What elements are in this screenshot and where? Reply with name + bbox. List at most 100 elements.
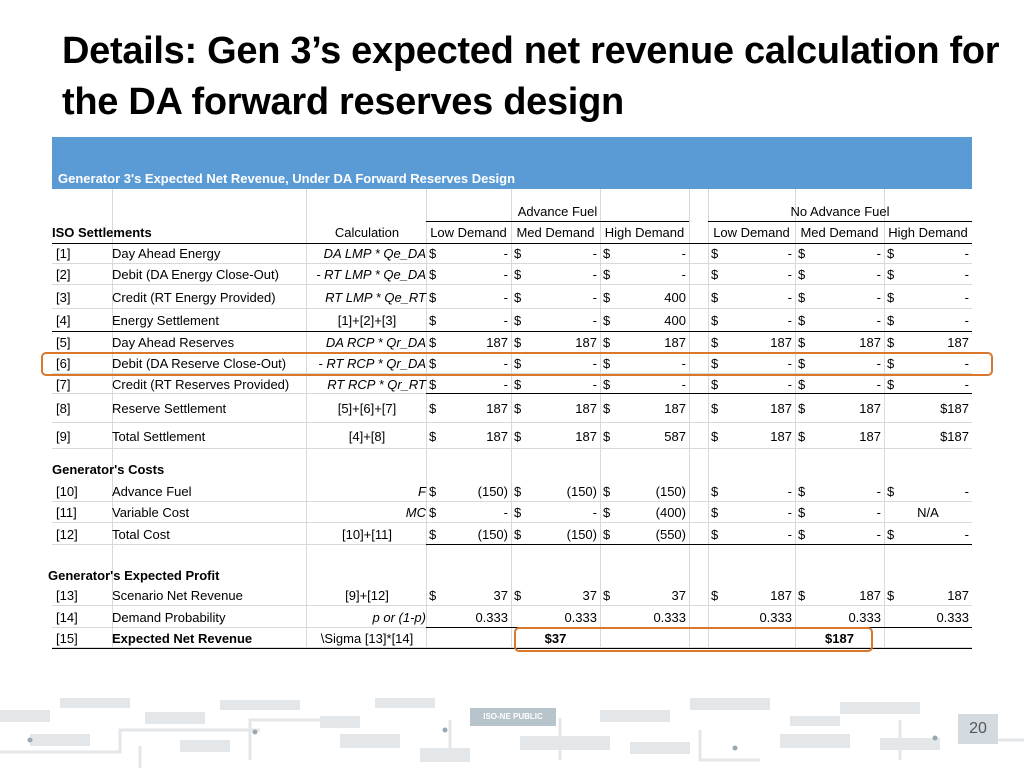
currency-symbol: $ xyxy=(887,526,895,542)
value-cell: 0.333 xyxy=(795,606,884,628)
amount: 187 xyxy=(770,401,792,416)
currency-symbol: $ xyxy=(603,356,611,371)
value-cell: $ - xyxy=(600,243,689,264)
row-label: Debit (DA Reserve Close-Out) xyxy=(112,356,287,371)
amount: - xyxy=(964,356,969,371)
table-row: [6] Debit (DA Reserve Close-Out) - RT RCP … xyxy=(52,353,972,374)
table-title: Generator 3's Expected Net Revenue, Unde… xyxy=(58,171,516,186)
table-row: [1] Day Ahead Energy DA LMP * Qe_DA $ - $ - $ - $… xyxy=(52,243,972,264)
value-cell: $ - xyxy=(795,523,884,545)
row-calculation: [1]+[2]+[3] xyxy=(337,313,397,328)
row-number: [13] xyxy=(56,588,78,603)
expected-revenue-highlight xyxy=(514,627,873,652)
row-calculation: p or (1-p) xyxy=(372,609,426,625)
value-cell: $ - xyxy=(884,353,972,374)
public-tag: ISO-NE PUBLIC xyxy=(470,708,556,726)
value-cell: $ - xyxy=(511,309,600,332)
row-divider xyxy=(52,501,972,502)
value-cell: $37 xyxy=(426,585,511,606)
row-label: Variable Cost xyxy=(112,505,190,520)
amount: 187 xyxy=(575,401,597,416)
currency-symbol: $ xyxy=(711,313,719,328)
value-cell: 0.333 xyxy=(600,606,689,628)
amount: 187 xyxy=(859,401,881,416)
row-number: [2] xyxy=(56,267,71,282)
value-cell: $ - xyxy=(600,353,689,374)
reserve-closeout-highlight xyxy=(41,352,993,376)
value-cell: $187 xyxy=(426,394,511,423)
value-cell: $ - xyxy=(511,264,600,285)
table-row: [11] Variable Cost MC $ - $ - $ (400) $ - $ - N/A xyxy=(52,502,972,523)
amount: 37 xyxy=(582,588,597,603)
currency-symbol: $ xyxy=(514,289,522,305)
amount: - xyxy=(876,376,881,392)
value-cell: $ - xyxy=(426,309,511,332)
value-cell: $ - xyxy=(795,374,884,394)
value-cell xyxy=(884,628,972,648)
row-label: Scenario Net Revenue xyxy=(112,588,243,603)
row-calculation: F xyxy=(418,483,426,499)
row-number: [9] xyxy=(56,428,71,444)
currency-symbol: $ xyxy=(711,505,719,520)
value-cell: $ - xyxy=(795,502,884,523)
amount: - xyxy=(503,289,508,305)
amount: 187 xyxy=(575,428,597,444)
row-number: [1] xyxy=(56,246,71,261)
amount: - xyxy=(503,267,508,282)
value-cell: $ - xyxy=(708,374,795,394)
amount: - xyxy=(681,376,686,392)
currency-symbol: $ xyxy=(711,588,719,603)
currency-symbol: $ xyxy=(798,376,806,392)
amount: - xyxy=(964,376,969,392)
grid-line xyxy=(112,189,113,648)
grid-line xyxy=(511,189,512,648)
low-demand-header: Low Demand xyxy=(713,225,790,240)
currency-symbol: $ xyxy=(711,526,719,542)
currency-symbol: $ xyxy=(429,246,437,261)
currency-symbol: $ xyxy=(887,376,895,392)
amount: 0.333 xyxy=(475,609,508,625)
amount: 587 xyxy=(664,428,686,444)
currency-symbol: $ xyxy=(887,356,895,371)
currency-symbol: $ xyxy=(514,313,522,328)
amount: 0.333 xyxy=(759,609,792,625)
currency-symbol: $ xyxy=(798,335,806,350)
value-cell: $187 xyxy=(511,394,600,423)
value-cell: $400 xyxy=(600,309,689,332)
currency-symbol: $ xyxy=(798,289,806,305)
amount: - xyxy=(787,313,792,328)
amount: - xyxy=(787,483,792,499)
value-cell: $187 xyxy=(884,394,972,423)
amount: $37 xyxy=(544,630,567,646)
grid-line xyxy=(708,189,709,648)
value-cell: $ - xyxy=(708,480,795,502)
amount: - xyxy=(787,526,792,542)
currency-symbol: $ xyxy=(429,428,437,444)
value-cell: $187 xyxy=(795,394,884,423)
currency-symbol: $ xyxy=(887,313,895,328)
currency-symbol: $ xyxy=(798,356,806,371)
column-header-row: ISO Settlements Calculation Low Demand M… xyxy=(52,222,972,243)
currency-symbol: $ xyxy=(711,335,719,350)
value-cell: $ - xyxy=(426,374,511,394)
value-cell: $ - xyxy=(795,353,884,374)
amount: 187 xyxy=(859,428,881,444)
amount: $187 xyxy=(825,630,854,646)
value-cell: $ - xyxy=(511,502,600,523)
currency-symbol: $ xyxy=(603,483,611,499)
currency-symbol: $ xyxy=(429,313,437,328)
amount: - xyxy=(503,356,508,371)
row-calculation: - RT LMP * Qe_DA xyxy=(316,267,426,282)
value-cell: $187 xyxy=(795,585,884,606)
row-number: [5] xyxy=(56,335,71,350)
currency-symbol: $ xyxy=(514,246,522,261)
amount: - xyxy=(681,246,686,261)
amount: - xyxy=(592,246,597,261)
row-calculation: [4]+[8] xyxy=(348,428,386,444)
amount: 187 xyxy=(664,401,686,416)
value-cell: $187 xyxy=(795,423,884,449)
value-cell: $ - xyxy=(795,285,884,309)
currency-symbol: $ xyxy=(603,289,611,305)
row-calculation: RT RCP * Qr_RT xyxy=(327,376,426,392)
currency-symbol: $ xyxy=(603,313,611,328)
